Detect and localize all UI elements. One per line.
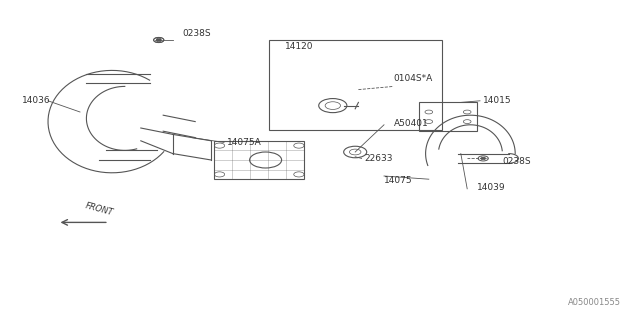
Text: 14015: 14015 [483, 96, 512, 105]
Text: A50401: A50401 [394, 119, 428, 128]
Bar [419, 102, 477, 131]
Bar [269, 40, 442, 130]
Circle shape [156, 39, 161, 41]
Text: A050001555: A050001555 [568, 298, 621, 307]
Text: 0238S: 0238S [502, 157, 531, 166]
Text: 14075: 14075 [384, 176, 413, 185]
Text: 0104S*A: 0104S*A [394, 74, 433, 83]
Text: 14039: 14039 [477, 183, 506, 192]
Text: FRONT: FRONT [84, 202, 115, 218]
Text: 14075A: 14075A [227, 138, 262, 147]
Bar [214, 141, 304, 179]
Text: 14036: 14036 [22, 96, 51, 105]
Text: 0238S: 0238S [182, 29, 211, 38]
Text: 22633: 22633 [365, 154, 394, 163]
Circle shape [481, 157, 486, 160]
Text: 14120: 14120 [285, 42, 314, 51]
Circle shape [156, 39, 161, 41]
